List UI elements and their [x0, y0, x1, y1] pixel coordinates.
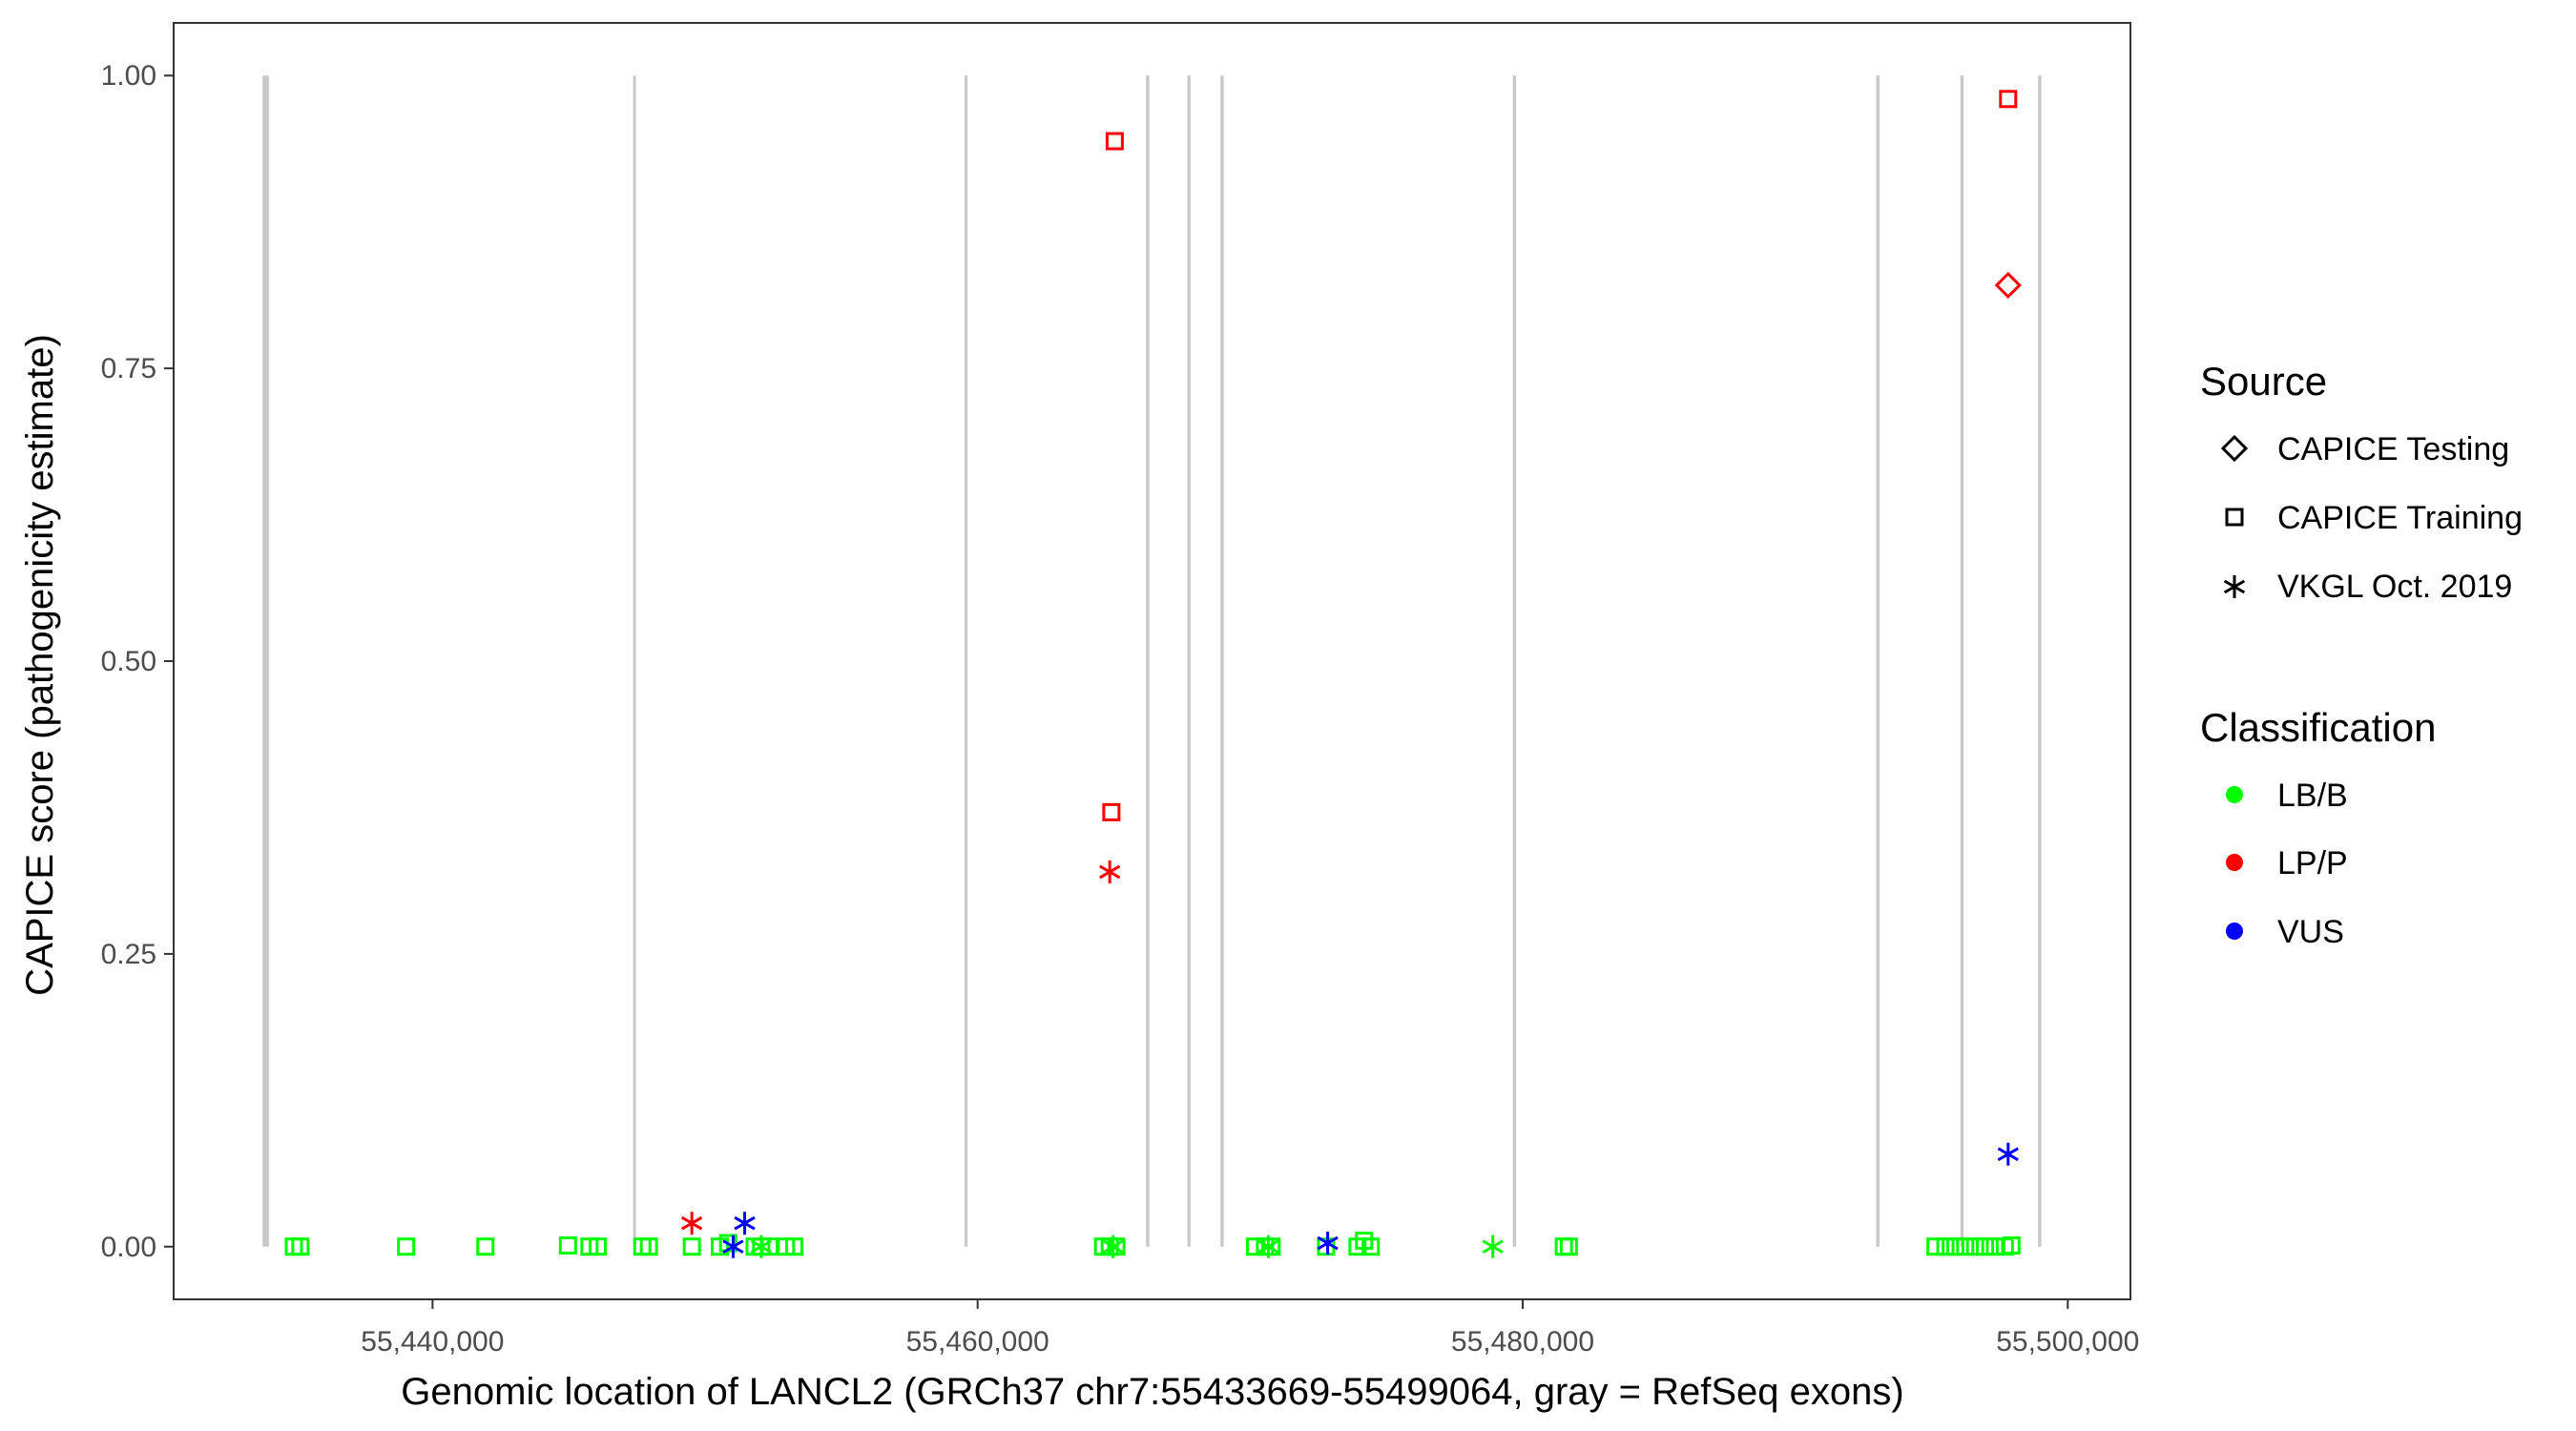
y-tick-label: 0.00 — [101, 1232, 156, 1263]
exon-band — [1187, 75, 1191, 1247]
legend-label: VUS — [2277, 914, 2344, 950]
point-asterisk — [681, 1212, 703, 1235]
point-asterisk — [1317, 1232, 1339, 1255]
legend-item-vkgl: VKGL Oct. 2019 — [2223, 569, 2512, 605]
y-tick-label: 0.50 — [101, 646, 156, 677]
legend-label: CAPICE Training — [2277, 500, 2523, 536]
point-square — [1965, 1237, 1984, 1256]
legend-label: LB/B — [2277, 778, 2348, 814]
point-square — [558, 1236, 577, 1255]
exon-band — [1220, 75, 1224, 1247]
exon-band — [262, 75, 269, 1247]
point-square — [2002, 1236, 2021, 1255]
point-square — [1976, 1237, 1995, 1256]
point-asterisk — [722, 1234, 744, 1258]
point-asterisk — [1997, 1142, 2019, 1166]
point-square — [1945, 1237, 1964, 1256]
x-axis: 55,440,000 55,460,000 55,480,000 55,500,000 — [361, 1299, 2139, 1358]
point-asterisk — [1099, 860, 1121, 883]
point-square — [1107, 1237, 1126, 1256]
point-square — [784, 1237, 803, 1256]
exon-band — [1146, 75, 1150, 1247]
y-tick-label: 0.25 — [101, 939, 156, 970]
legend-source-title: Source — [2200, 359, 2327, 404]
blue-dot-icon — [2226, 923, 2243, 940]
point-asterisk — [734, 1212, 756, 1235]
legend-item-capice-testing: CAPICE Testing — [2220, 431, 2509, 467]
exon-band — [633, 75, 636, 1247]
x-tick-label: 55,440,000 — [361, 1326, 504, 1358]
legend-label: CAPICE Testing — [2277, 431, 2509, 467]
exon-bands — [262, 75, 2042, 1247]
point-square — [1102, 802, 1121, 821]
exon-band — [964, 75, 968, 1247]
y-axis-title: CAPICE score (pathogenicity estimate) — [19, 334, 61, 996]
exon-band — [1512, 75, 1517, 1247]
legend-classification-title: Classification — [2200, 705, 2436, 750]
point-square — [682, 1237, 701, 1256]
legend: Source CAPICE Testing CAPICE Training VK… — [2200, 359, 2523, 950]
diamond-icon — [2220, 434, 2249, 463]
exon-band — [1876, 75, 1880, 1247]
data-points — [284, 90, 2022, 1258]
point-square — [1554, 1237, 1573, 1256]
x-tick-label: 55,460,000 — [906, 1326, 1049, 1358]
point-square — [1999, 90, 2018, 109]
legend-item-lbb: LB/B — [2226, 778, 2348, 814]
green-dot-icon — [2226, 786, 2243, 803]
point-square — [1559, 1237, 1578, 1256]
x-tick-label: 55,480,000 — [1451, 1326, 1594, 1358]
point-square — [1956, 1237, 1975, 1256]
y-tick-label: 1.00 — [101, 60, 156, 92]
point-square — [1105, 132, 1124, 151]
point-square — [397, 1237, 416, 1256]
square-icon — [2225, 508, 2244, 527]
point-asterisk — [1482, 1234, 1504, 1258]
exon-band — [2038, 75, 2042, 1247]
asterisk-icon — [2223, 575, 2246, 598]
point-diamond — [1994, 271, 2022, 300]
point-asterisk — [1102, 1234, 1124, 1258]
point-square — [291, 1237, 310, 1256]
point-asterisk — [750, 1234, 773, 1258]
legend-label: VKGL Oct. 2019 — [2277, 569, 2512, 605]
point-square — [1262, 1237, 1281, 1256]
plot-panel-border — [173, 22, 2131, 1300]
legend-item-lpp: LP/P — [2226, 845, 2348, 881]
point-square — [588, 1237, 607, 1256]
red-dot-icon — [2226, 854, 2243, 871]
point-square — [639, 1237, 658, 1256]
point-square — [1985, 1237, 2005, 1256]
legend-item-vus: VUS — [2226, 914, 2344, 950]
legend-item-capice-training: CAPICE Training — [2225, 500, 2523, 536]
point-square — [1936, 1237, 1955, 1256]
legend-label: LP/P — [2277, 845, 2348, 881]
x-axis-title: Genomic location of LANCL2 (GRCh37 chr7:… — [401, 1371, 1903, 1413]
exon-band — [1960, 75, 1964, 1247]
y-tick-label: 0.75 — [101, 353, 156, 384]
point-asterisk — [1257, 1234, 1279, 1258]
x-tick-label: 55,500,000 — [1996, 1326, 2139, 1358]
y-axis: 0.00 0.25 0.50 0.75 1.00 — [101, 60, 174, 1263]
point-square — [476, 1237, 495, 1256]
point-square — [1926, 1237, 1945, 1256]
point-square — [1361, 1237, 1381, 1256]
